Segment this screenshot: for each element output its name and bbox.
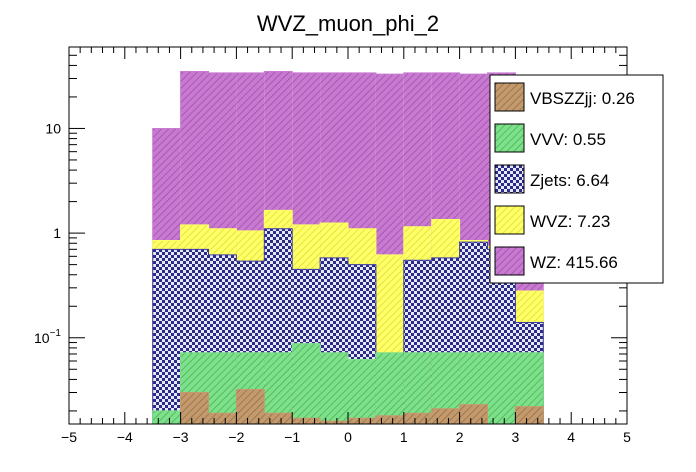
- bar-vbszzjj-bin-9: [375, 415, 404, 424]
- legend-swatch-wvz: [494, 205, 525, 235]
- outline-wz: [152, 70, 544, 424]
- bar-vbszzjj-bin-7: [320, 421, 348, 424]
- legend-swatch-vvv: [494, 123, 525, 153]
- legend-label-zjets: Zjets: 6.64: [530, 171, 609, 190]
- outline-wvz: [152, 209, 544, 424]
- x-tick-label: 2: [456, 429, 464, 445]
- bar-zjets-bin-1: [152, 249, 181, 424]
- bar-vbszzjj-bin-12: [459, 404, 488, 424]
- legend-swatch-wz: [494, 246, 525, 276]
- legend-label-vvv: VVV: 0.55: [530, 130, 606, 149]
- series-vbszzjj: [152, 389, 544, 425]
- x-tick-label: −4: [117, 429, 133, 445]
- outline-vvv: [152, 343, 544, 424]
- legend-label-vbszzjj: VBSZZjj: 0.26: [530, 89, 635, 108]
- x-tick-label: 3: [512, 429, 520, 445]
- bar-vvv-bin-13: [487, 352, 516, 424]
- legend-swatch-vbszzjj: [494, 82, 525, 112]
- x-tick-label: −3: [173, 429, 189, 445]
- y-tick-label: 10: [45, 120, 61, 136]
- bar-vvv-bin-1: [152, 410, 181, 424]
- bar-vvv-bin-3: [208, 352, 237, 424]
- bar-vvv-bin-8: [348, 359, 376, 424]
- bar-vvv-bin-6: [292, 343, 321, 424]
- bar-vvv-bin-5: [264, 352, 293, 424]
- chart-title: WVZ_muon_phi_2: [257, 11, 439, 36]
- legend-label-wvz: WVZ: 7.23: [530, 212, 610, 231]
- y-tick-label: 1: [53, 225, 61, 241]
- bar-vbszzjj-bin-6: [292, 418, 321, 424]
- x-tick-label: −1: [284, 429, 300, 445]
- bar-vbszzjj-bin-11: [431, 408, 460, 424]
- legend-swatch-zjets: [494, 164, 525, 194]
- legend-label-wz: WZ: 415.66: [530, 253, 618, 272]
- bar-vbszzjj-bin-2: [180, 392, 209, 424]
- x-tick-label: −5: [61, 429, 77, 445]
- x-tick-label: 4: [567, 429, 575, 445]
- bar-vbszzjj-bin-3: [208, 413, 237, 424]
- y-tick-label: 10−1: [34, 328, 61, 346]
- x-tick-label: −2: [228, 429, 244, 445]
- bar-vbszzjj-bin-4: [236, 389, 265, 424]
- bar-vbszzjj-bin-8: [348, 418, 376, 424]
- bar-vbszzjj-bin-5: [264, 413, 293, 424]
- bar-vbszzjj-bin-10: [403, 413, 432, 424]
- x-tick-label: 1: [400, 429, 408, 445]
- bar-vvv-bin-9: [375, 352, 404, 424]
- bar-vbszzjj-bin-14: [515, 406, 544, 424]
- legend: VBSZZjj: 0.26 VVV: 0.55 Zjets: 6.64 WVZ: 7.…: [489, 74, 664, 284]
- x-tick-label: 0: [344, 429, 352, 445]
- bar-vvv-bin-7: [320, 352, 348, 424]
- bars-layer: [152, 70, 544, 425]
- bar-vvv-bin-10: [403, 352, 432, 424]
- outline-zjets: [152, 228, 544, 424]
- x-tick-label: 5: [623, 429, 631, 445]
